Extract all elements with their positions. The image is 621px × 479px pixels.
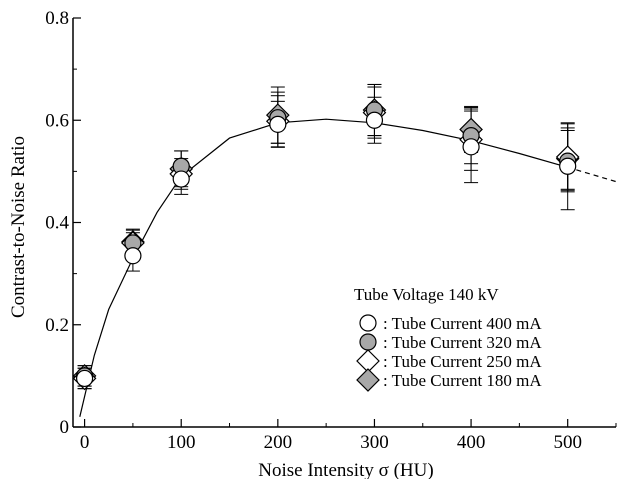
y-tick-label: 0.8 xyxy=(45,8,69,29)
data-point xyxy=(124,247,142,265)
x-tick-label: 500 xyxy=(553,432,582,453)
x-tick-label: 300 xyxy=(360,432,389,453)
data-point xyxy=(559,157,577,175)
data-point xyxy=(75,369,94,388)
legend-marker xyxy=(359,333,377,351)
legend-marker xyxy=(359,314,377,332)
y-tick-label: 0 xyxy=(60,417,70,438)
x-axis-label: Noise Intensity σ (HU) xyxy=(258,460,433,479)
x-tick-label: 400 xyxy=(457,432,486,453)
axes: 0 100 200 300 400 500 0 0.2 0.4 0.6 0.8 xyxy=(45,8,617,453)
x-tick-label: 0 xyxy=(80,432,90,453)
data-point xyxy=(269,115,287,133)
legend: Tube Voltage 140 kV : Tube Current 400 m… xyxy=(354,285,542,392)
legend-title: Tube Voltage 140 kV xyxy=(354,285,499,304)
y-tick-label: 0.2 xyxy=(45,315,69,336)
x-tick-label: 200 xyxy=(264,432,293,453)
legend-entry-label: : Tube Current 320 mA xyxy=(383,333,542,352)
legend-entry-label: : Tube Current 180 mA xyxy=(383,371,542,390)
y-tick-label: 0.4 xyxy=(45,213,69,234)
data-point xyxy=(365,111,384,129)
x-tick-label: 100 xyxy=(167,432,196,453)
legend-entry-label: : Tube Current 400 mA xyxy=(383,314,542,333)
data-markers xyxy=(72,98,580,391)
y-tick-label: 0.6 xyxy=(45,110,69,131)
y-axis-label: Contrast-to-Noise Ratio xyxy=(8,136,29,318)
legend-marker xyxy=(356,368,380,392)
data-point xyxy=(462,138,480,156)
legend-entry-label: : Tube Current 250 mA xyxy=(383,352,542,371)
data-point xyxy=(172,170,190,188)
